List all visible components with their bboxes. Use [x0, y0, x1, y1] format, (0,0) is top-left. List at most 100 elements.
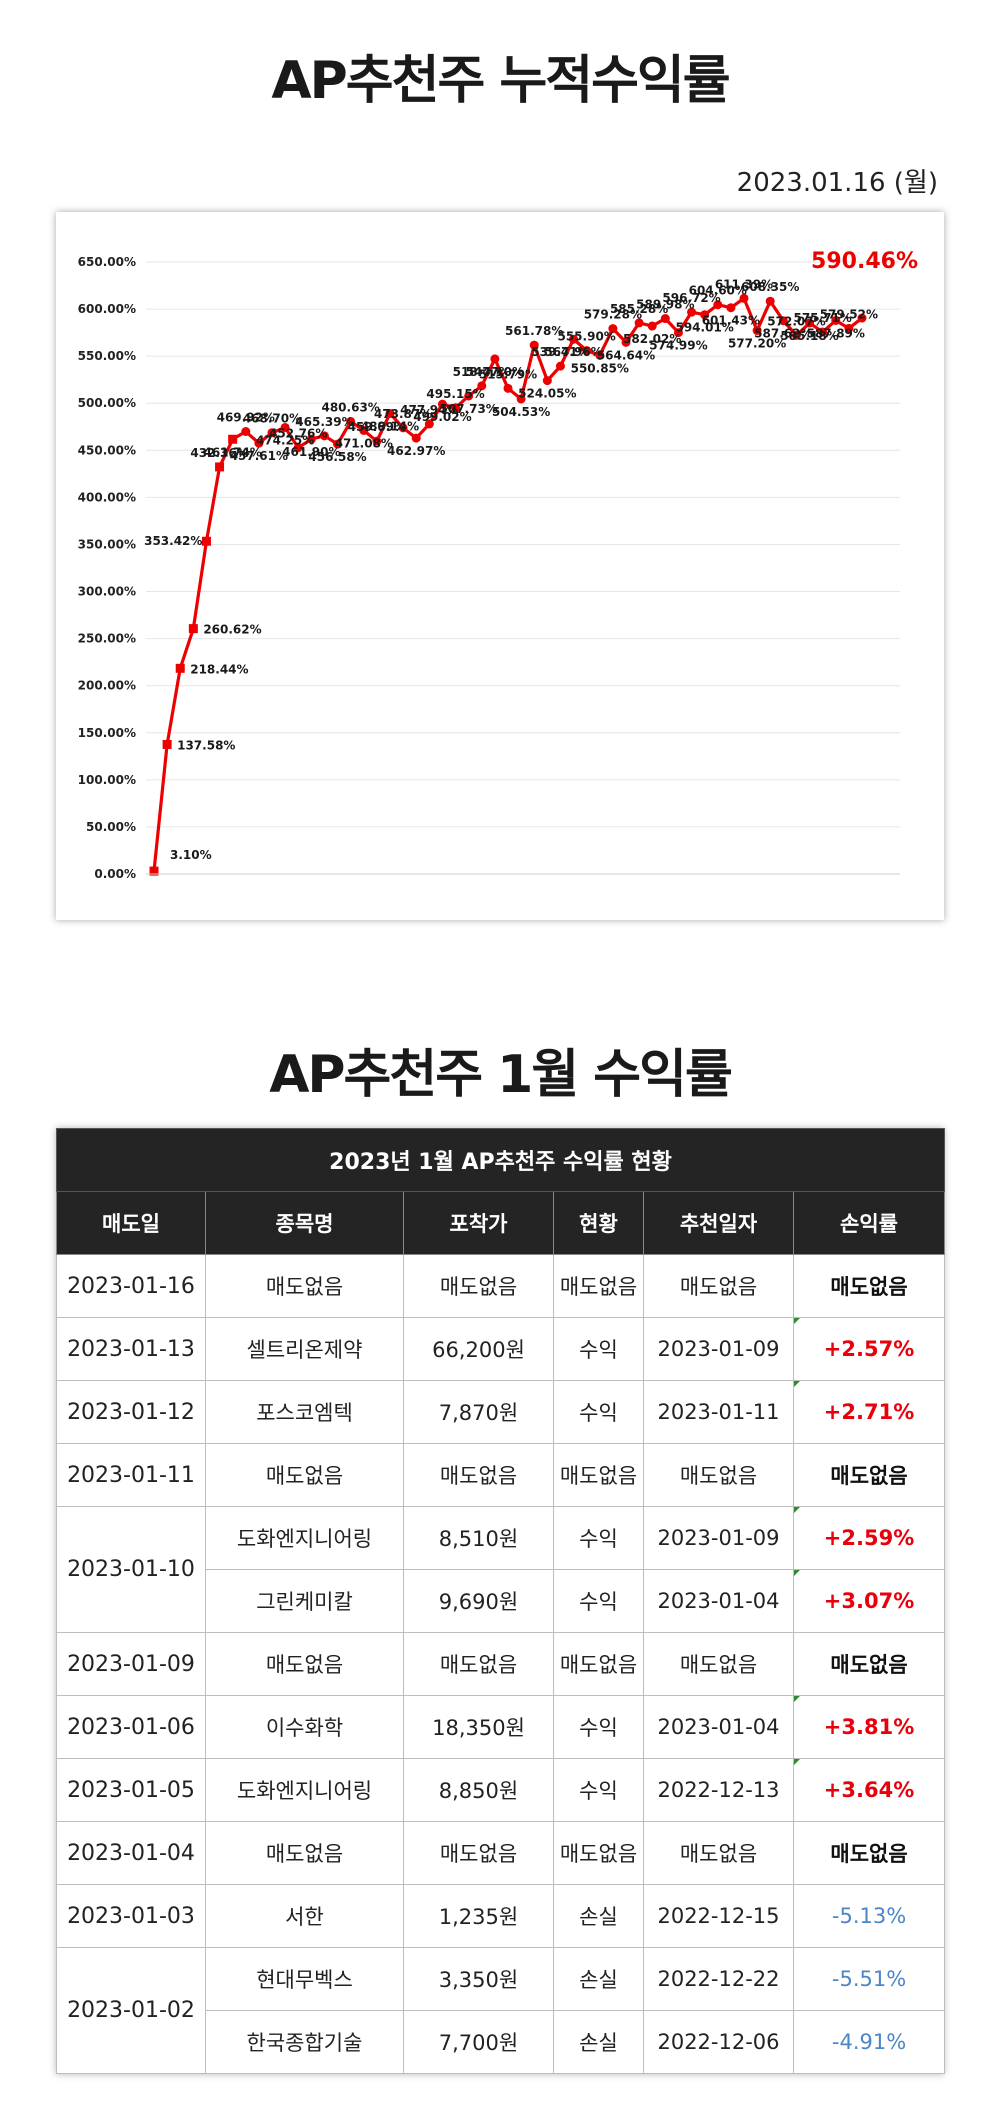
cell-status: 수익 — [553, 1506, 644, 1570]
cell-return-rate: +3.64% — [792, 1758, 946, 1822]
data-label: 457.61% — [230, 449, 288, 463]
cell-stock-name: 이수화학 — [205, 1695, 404, 1759]
cell-sell-date: 2023-01-02 — [56, 1947, 206, 2074]
table-caption: 2023년 1월 AP추천주 수익률 현황 — [55, 1128, 946, 1192]
table-row: 2023-01-03 서한 1,235원 손실 2022-12-15 -5.13% — [56, 1884, 946, 1948]
data-label: 582.02% — [623, 332, 681, 346]
data-point — [398, 423, 408, 433]
data-point — [372, 436, 382, 446]
cell-return-rate: +3.07% — [792, 1569, 946, 1633]
data-label: 611.39% — [715, 277, 773, 291]
data-point — [831, 315, 841, 325]
report-date: 2023.01.16 (월) — [736, 168, 938, 198]
cell-stock-name: 서한 — [205, 1884, 404, 1948]
cell-entry-price: 7,870원 — [403, 1380, 554, 1444]
cell-return-rate: +2.71% — [792, 1380, 946, 1444]
data-point — [306, 434, 316, 444]
cell-recommend-date: 매도없음 — [643, 1821, 794, 1885]
cell-stock-name: 도화엔지니어링 — [205, 1758, 404, 1822]
data-label: 608.35% — [741, 280, 799, 294]
data-label: 489.14% — [361, 419, 419, 433]
cell-return-rate: -4.91% — [792, 2010, 946, 2074]
cell-entry-price: 3,350원 — [403, 1947, 554, 2011]
cell-recommend-date: 2022-12-15 — [643, 1884, 794, 1948]
y-tick-label: 450.00% — [78, 443, 136, 457]
data-point — [385, 408, 395, 418]
data-point — [333, 439, 343, 449]
data-label: 561.78% — [505, 324, 563, 338]
data-label: 473.87% — [374, 407, 432, 421]
return-table: 2023년 1월 AP추천주 수익률 현황 매도일 종목명 포착가 현황 추천일… — [55, 1128, 946, 2074]
data-label: 518.47% — [453, 365, 511, 379]
cell-entry-price: 매도없음 — [403, 1821, 554, 1885]
data-point — [293, 443, 303, 453]
data-label: 575.71% — [793, 311, 851, 325]
cell-entry-price: 7,700원 — [403, 2010, 554, 2074]
data-point — [660, 314, 670, 324]
data-label: 564.64% — [597, 348, 655, 362]
data-point — [280, 422, 290, 432]
cell-stock-name: 매도없음 — [205, 1254, 404, 1318]
cell-status: 매도없음 — [553, 1821, 644, 1885]
cell-return-rate: +2.57% — [792, 1317, 946, 1381]
cell-sell-date: 2023-01-09 — [56, 1632, 206, 1696]
cell-recommend-date: 매도없음 — [643, 1632, 794, 1696]
cell-sell-date: 2023-01-04 — [56, 1821, 206, 1885]
data-label: 585.18% — [780, 329, 838, 343]
cell-sell-date: 2023-01-11 — [56, 1443, 206, 1507]
table-row: 2023-01-12 포스코엠텍 7,870원 수익 2023-01-11 +2.71% — [56, 1380, 946, 1444]
data-label: 218.44% — [190, 662, 248, 676]
cell-recommend-date: 매도없음 — [643, 1254, 794, 1318]
cell-stock-name: 그린케미칼 — [205, 1569, 404, 1633]
cell-return-rate: 매도없음 — [792, 1443, 946, 1507]
cell-return-rate: 매도없음 — [792, 1254, 946, 1318]
chart-svg: 650.00% 600.00% 550.00% 500.00% 450.00% 400.0… — [78, 249, 918, 881]
y-tick-label: 400.00% — [78, 490, 136, 504]
table-row: 2023-01-13 셀트리온제약 66,200원 수익 2023-01-09 +2.57… — [56, 1317, 946, 1381]
data-point — [215, 462, 225, 472]
header-return-rate: 손익률 — [792, 1191, 946, 1255]
y-tick-label: 600.00% — [78, 302, 136, 316]
cell-entry-price: 8,850원 — [403, 1758, 554, 1822]
data-label: 547.10% — [466, 365, 524, 379]
cell-sell-date: 2023-01-13 — [56, 1317, 206, 1381]
data-point — [319, 431, 329, 441]
cell-entry-price: 매도없음 — [403, 1254, 554, 1318]
cell-sell-date: 2023-01-06 — [56, 1695, 206, 1759]
data-label: 579.28% — [584, 308, 642, 322]
data-label: 456.58% — [308, 450, 366, 464]
cell-sell-date: 2023-01-03 — [56, 1884, 206, 1948]
cell-recommend-date: 2022-12-13 — [643, 1758, 794, 1822]
data-point — [267, 428, 277, 438]
cell-return-rate: -5.51% — [792, 1947, 946, 2011]
cell-return-rate: +3.81% — [792, 1695, 946, 1759]
cell-sell-date: 2023-01-10 — [56, 1506, 206, 1633]
data-label: 579.52% — [820, 307, 878, 321]
data-label: 577.20% — [728, 337, 786, 351]
cell-recommend-date: 2023-01-04 — [643, 1695, 794, 1759]
cell-return-rate: -5.13% — [792, 1884, 946, 1948]
data-label: 353.42% — [144, 534, 202, 548]
y-tick-label: 150.00% — [78, 726, 136, 740]
data-label: 137.58% — [177, 738, 235, 752]
table-row: 2023-01-05 도화엔지니어링 8,850원 수익 2022-12-13 +3.64… — [56, 1758, 946, 1822]
data-point — [437, 399, 447, 409]
cell-entry-price: 9,690원 — [403, 1569, 554, 1633]
cell-return-rate: 매도없음 — [792, 1632, 946, 1696]
cell-sell-date: 2023-01-05 — [56, 1758, 206, 1822]
y-tick-label: 550.00% — [78, 349, 136, 363]
cell-stock-name: 셀트리온제약 — [205, 1317, 404, 1381]
monthly-return-table: 2023년 1월 AP추천주 수익률 현황 매도일 종목명 포착가 현황 추천일… — [55, 1128, 946, 2074]
cell-recommend-date: 매도없음 — [643, 1443, 794, 1507]
data-label: 587.62% — [754, 327, 812, 341]
data-point — [529, 340, 539, 350]
data-label: 524.05% — [518, 387, 576, 401]
header-stock-name: 종목명 — [205, 1191, 404, 1255]
data-label: 461.74% — [203, 445, 261, 459]
cell-recommend-date: 2023-01-09 — [643, 1317, 794, 1381]
y-tick-label: 500.00% — [78, 396, 136, 410]
data-point — [673, 328, 683, 338]
data-label: 468.70% — [243, 412, 301, 426]
cell-status: 수익 — [553, 1317, 644, 1381]
data-label: 465.39% — [295, 415, 353, 429]
